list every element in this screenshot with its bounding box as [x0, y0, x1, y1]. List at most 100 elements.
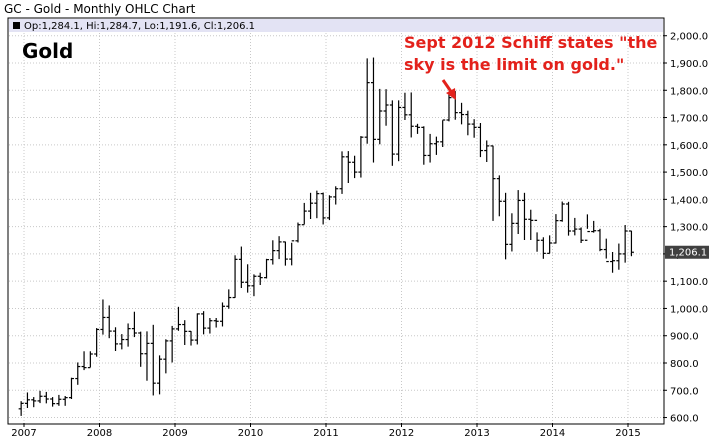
ohlc-bar [591, 220, 597, 233]
y-tick-label: 1,500.0 [670, 168, 708, 179]
ohlc-bar [301, 202, 307, 226]
ohlc-bar [100, 299, 106, 335]
ohlc-bar [446, 91, 452, 122]
ohlc-bar [113, 327, 119, 351]
ohlc-bar [131, 311, 137, 338]
x-tick-label: 2012 [389, 428, 414, 439]
y-tick-label: 2,000.0 [670, 32, 708, 43]
annotation-line-1: Sept 2012 Schiff states "the [404, 33, 658, 52]
ohlc-bar [213, 318, 219, 328]
ohlc-bar [408, 92, 414, 138]
y-tick-label: 1,900.0 [670, 59, 708, 70]
plot-background [7, 17, 665, 425]
y-tick-label: 1,700.0 [670, 114, 708, 125]
ohlc-bar [339, 151, 345, 194]
ohlc-bar [68, 377, 74, 399]
ohlc-bar [150, 324, 156, 396]
ohlc-bar [194, 313, 200, 345]
y-tick-label: 1,300.0 [670, 223, 708, 234]
ohlc-bar [402, 92, 408, 120]
grid-layer [9, 33, 663, 423]
ohlc-bar [169, 325, 175, 363]
ohlc-bar [364, 58, 370, 144]
ohlc-bar [81, 351, 87, 371]
ohlc-bar [465, 110, 471, 136]
ohlc-bar [459, 102, 465, 125]
x-tick-label: 2010 [238, 428, 263, 439]
ohlc-bar [125, 323, 131, 347]
bars-layer [18, 57, 634, 416]
ohlc-bar [219, 302, 225, 327]
y-tick-label: 700.0 [670, 386, 699, 397]
ohlc-bar [427, 133, 433, 163]
y-tick-label: 900.0 [670, 332, 699, 343]
ohlc-bar [295, 222, 301, 243]
y-tick-label: 1,100.0 [670, 277, 708, 288]
last-price-tag: 1,206.1 [665, 245, 709, 259]
ohlc-bar [572, 217, 578, 236]
ohlc-summary: Op:1,284.1, Hi:1,284.7, Lo:1,191.6, Cl:1… [24, 21, 255, 32]
axis-layer: 600.0700.0800.0900.01,000.01,100.01,200.… [11, 32, 708, 439]
y-tick-label: 600.0 [670, 414, 699, 425]
ohlc-bar [534, 219, 540, 252]
ohlc-bar [433, 136, 439, 155]
ohlc-bar [503, 192, 509, 260]
ohlc-bar [547, 235, 553, 254]
ohlc-bar [264, 258, 270, 279]
ohlc-bar [616, 243, 622, 270]
ohlc-bar [352, 155, 358, 179]
y-tick-label: 1,000.0 [670, 304, 708, 315]
ohlc-bar [610, 252, 616, 273]
ohlc-bar [326, 195, 332, 221]
symbol-label: Gold [22, 39, 73, 63]
ohlc-bar [396, 100, 402, 162]
ohlc-bar [282, 241, 288, 266]
ohlc-bar [257, 272, 263, 285]
ohlc-bar [175, 306, 181, 331]
x-tick-label: 2014 [540, 428, 565, 439]
ohlc-marker-icon [13, 22, 20, 29]
ohlc-bar [553, 214, 559, 244]
chart-title: GC - Gold - Monthly OHLC Chart [4, 2, 196, 16]
ohlc-bar [566, 201, 572, 236]
ohlc-bar [56, 394, 62, 406]
ohlc-bar [383, 89, 389, 126]
x-tick-label: 2013 [464, 428, 489, 439]
ohlc-bar [603, 238, 609, 263]
ohlc-bar [333, 186, 339, 205]
ohlc-bar [75, 362, 81, 385]
ohlc-bar [138, 331, 144, 367]
ohlc-bar [584, 214, 590, 241]
ohlc-bar [201, 311, 207, 335]
ohlc-bar [440, 119, 446, 147]
y-tick-label: 800.0 [670, 359, 699, 370]
ohlc-bar [477, 123, 483, 158]
ohlc-bar [43, 391, 49, 404]
ohlc-bar [62, 396, 68, 406]
ohlc-bar [182, 320, 188, 345]
ohlc-bar [521, 192, 527, 240]
ohlc-bar [471, 119, 477, 138]
ohlc-bar [314, 190, 320, 219]
annotation-line-2: sky is the limit on gold." [404, 55, 624, 74]
ohlc-bar [389, 100, 395, 166]
ohlc-bar [370, 57, 376, 163]
ohlc-bar [24, 392, 30, 408]
ohlc-bar [320, 192, 326, 225]
ohlc-bar [50, 397, 56, 407]
ohlc-bar [515, 190, 521, 234]
ohlc-bar [308, 192, 314, 219]
ohlc-bar [484, 140, 490, 162]
y-tick-label: 1,800.0 [670, 86, 708, 97]
ohlc-bar [276, 236, 282, 260]
ohlc-bar [106, 305, 112, 339]
ohlc-header-band [9, 19, 663, 32]
ohlc-bar [377, 88, 383, 145]
ohlc-bar [94, 328, 100, 357]
ohlc-bar [251, 274, 257, 297]
ohlc-bar [622, 225, 628, 263]
ohlc-bar [358, 136, 364, 178]
ohlc-bar [628, 230, 634, 257]
ohlc-bar [188, 330, 194, 346]
ohlc-bar [597, 228, 603, 252]
